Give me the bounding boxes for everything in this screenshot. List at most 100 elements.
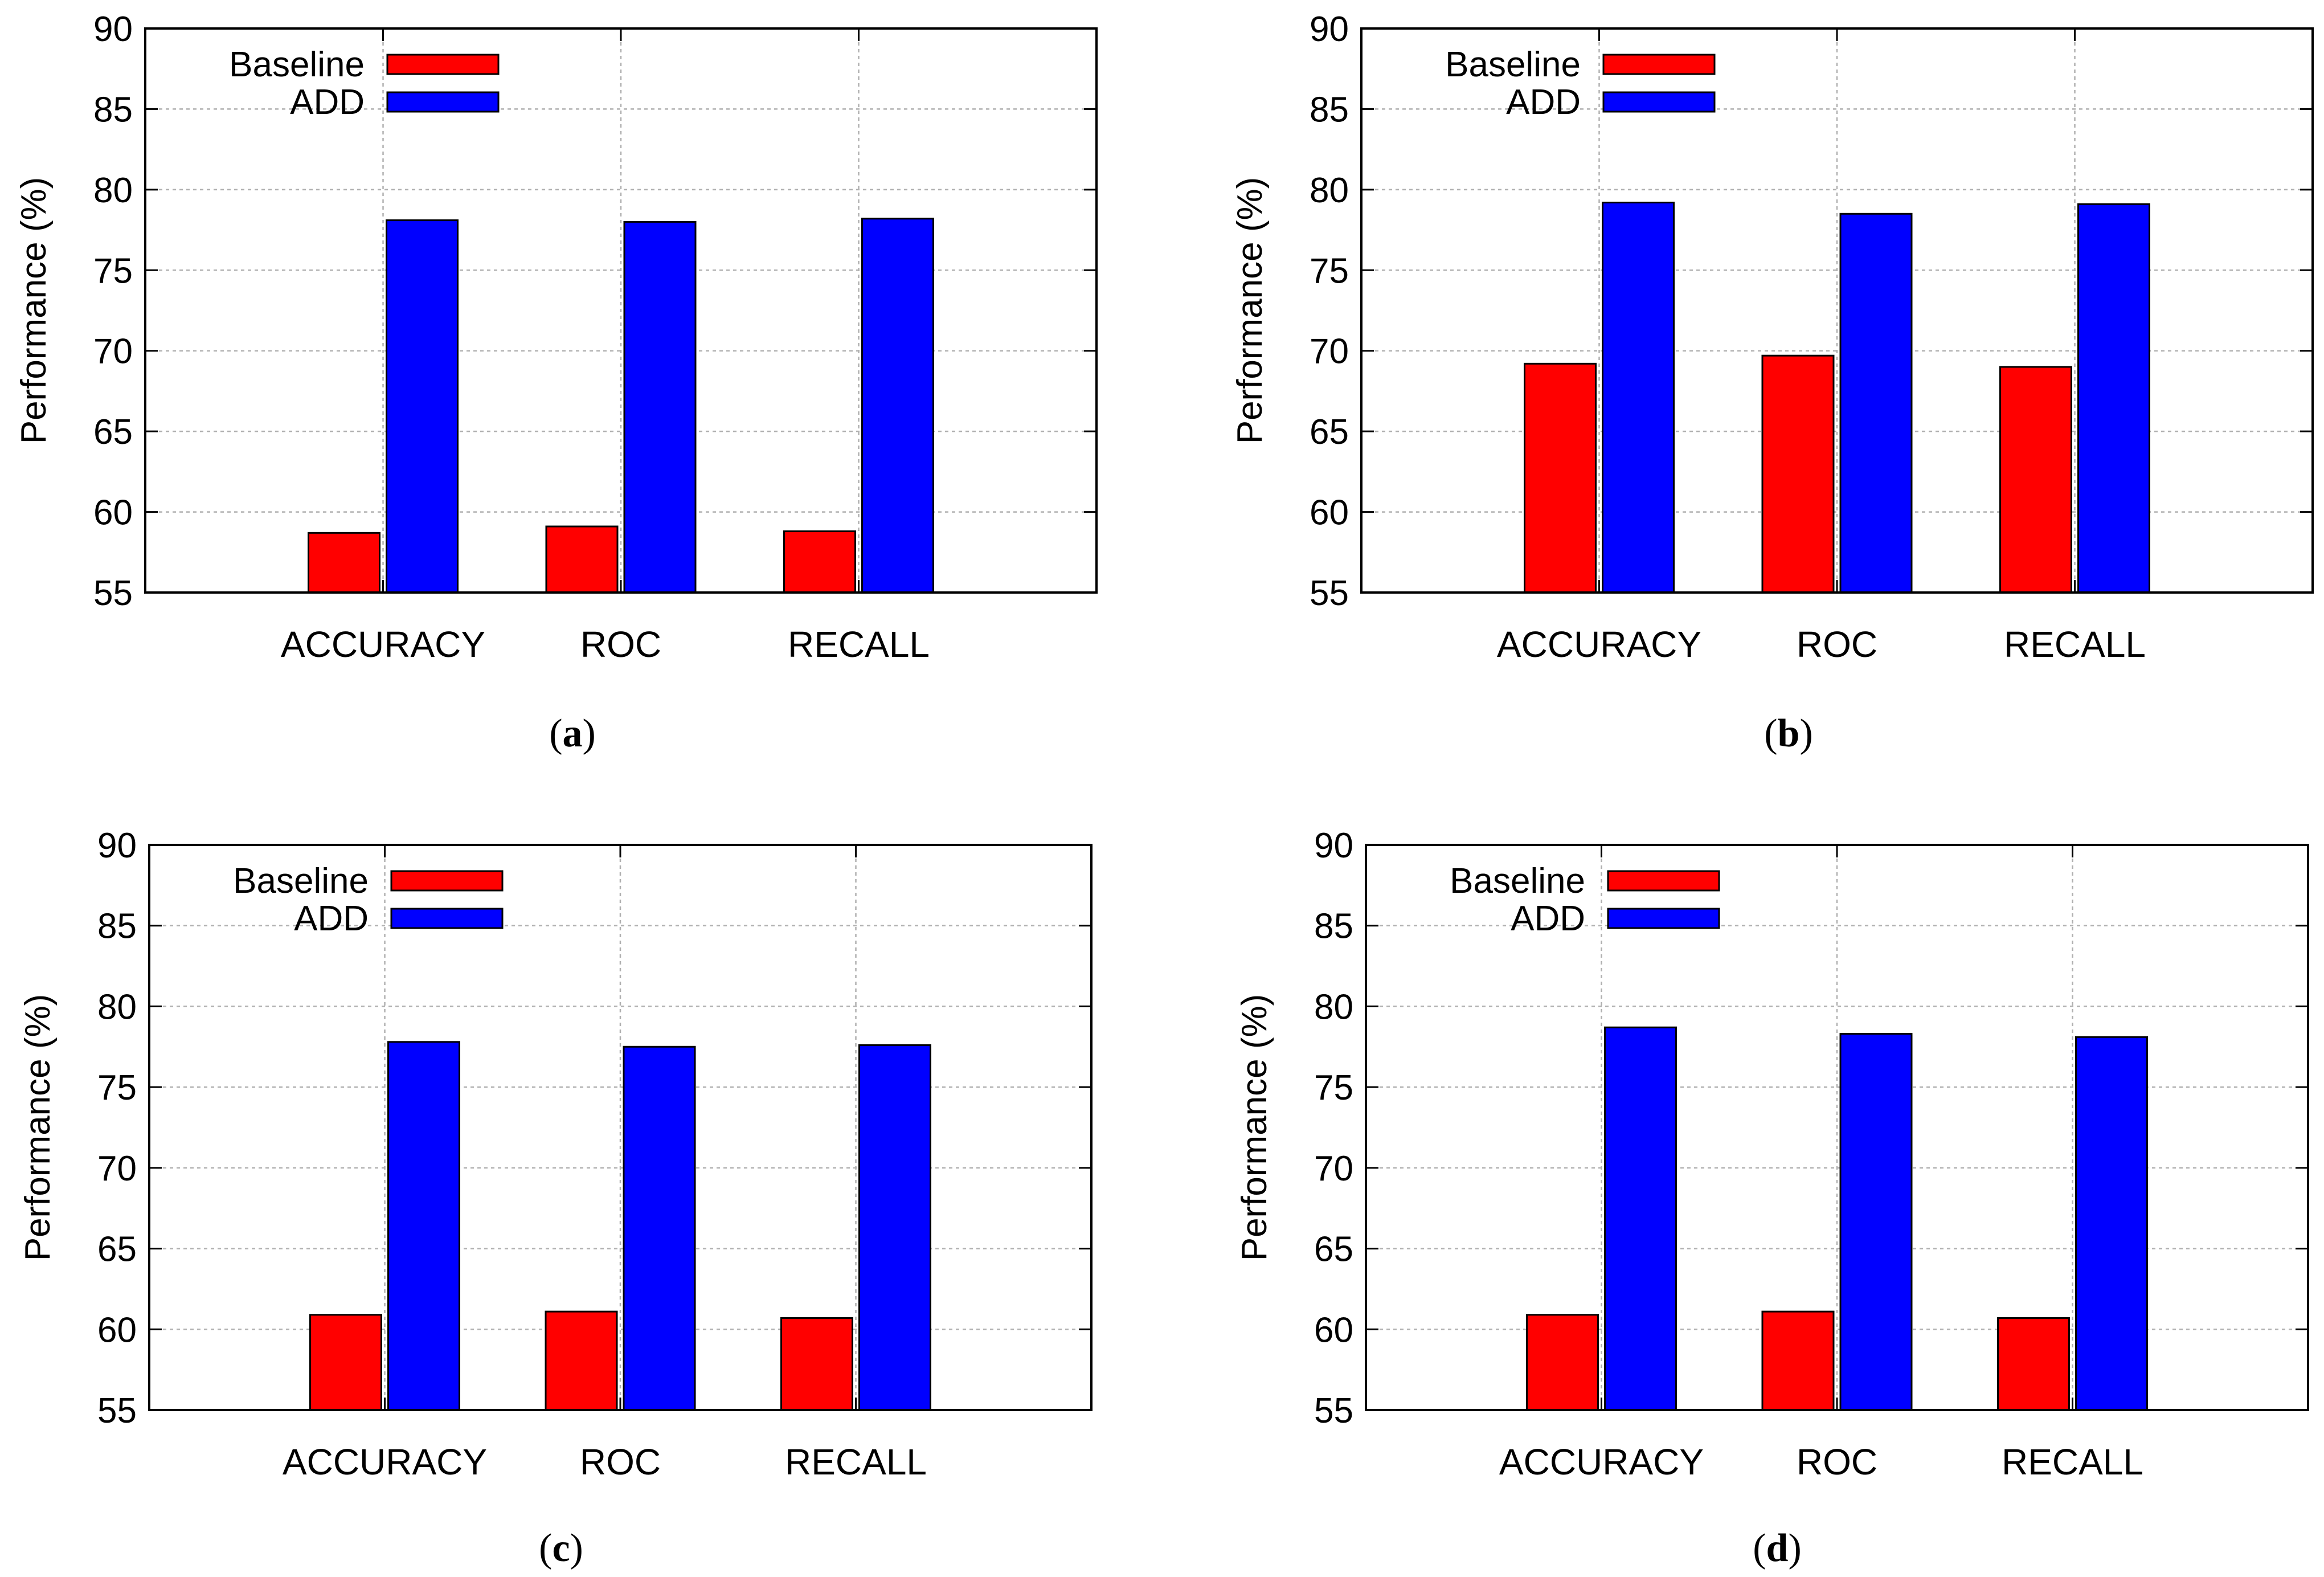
y-tick-label: 60 — [97, 1310, 137, 1350]
x-tick-label-roc: ROC — [1797, 624, 1877, 665]
bar-baseline-accuracy — [1526, 1314, 1599, 1411]
y-axis-label: Performance (%) — [14, 177, 54, 444]
legend-label-add: ADD — [1506, 83, 1581, 122]
y-tick-label: 65 — [93, 412, 133, 452]
panel-caption-letter: d — [1766, 1526, 1789, 1570]
x-tick-label-accuracy: ACCURACY — [283, 1441, 487, 1482]
y-tick-label: 90 — [1314, 826, 1353, 865]
x-tick-label-accuracy: ACCURACY — [1497, 624, 1701, 665]
y-tick-label: 55 — [1314, 1391, 1353, 1431]
y-tick-label: 85 — [97, 907, 137, 946]
y-tick-label: 80 — [1310, 171, 1349, 210]
bar-add-accuracy — [386, 219, 459, 594]
legend-swatch-add — [386, 91, 500, 113]
bar-baseline-roc — [1761, 1310, 1835, 1411]
x-tick-label-roc: ROC — [1797, 1441, 1877, 1482]
bar-baseline-recall — [783, 530, 856, 594]
y-tick-label: 65 — [1314, 1230, 1353, 1269]
x-tick-label-recall: RECALL — [788, 624, 930, 665]
y-tick-label: 80 — [93, 171, 133, 210]
bar-baseline-recall — [1999, 366, 2072, 594]
y-tick-label: 60 — [93, 493, 133, 533]
y-tick-label: 90 — [97, 826, 137, 865]
bar-baseline-recall — [780, 1317, 853, 1411]
bar-baseline-accuracy — [1524, 362, 1597, 594]
y-tick-label: 75 — [97, 1068, 137, 1108]
legend-label-add: ADD — [1511, 899, 1585, 938]
y-tick-label: 80 — [97, 987, 137, 1027]
y-tick-label: 65 — [97, 1230, 137, 1269]
y-axis-label: Performance (%) — [1235, 994, 1274, 1261]
panel-caption-letter: c — [552, 1526, 570, 1570]
bar-add-recall — [858, 1044, 931, 1411]
x-tick-label-recall: RECALL — [785, 1441, 927, 1482]
chart-panel-c: 55 60 65 70 75 80 85 90 ACCURACY ROC RECALL Perform… — [18, 826, 1093, 1570]
legend-swatch-add — [390, 908, 504, 929]
panel-caption: (b) — [1764, 712, 1813, 755]
y-tick-label: 70 — [1310, 332, 1349, 371]
panel-caption-letter: a — [563, 712, 583, 755]
bar-add-roc — [1839, 213, 1913, 594]
y-tick-label: 85 — [1314, 907, 1353, 946]
y-tick-label: 80 — [1314, 987, 1353, 1027]
bar-add-recall — [2075, 1036, 2148, 1411]
y-tick-label: 70 — [97, 1149, 137, 1188]
legend-label-baseline: Baseline — [1445, 45, 1581, 84]
legend-swatch-add — [1607, 908, 1720, 929]
y-tick-label: 55 — [1310, 574, 1349, 613]
legend-swatch-add — [1602, 91, 1716, 113]
y-tick-label: 60 — [1310, 493, 1349, 533]
y-tick-label: 85 — [1310, 90, 1349, 129]
y-tick-label: 55 — [93, 574, 133, 613]
y-axis-label: Performance (%) — [1230, 177, 1270, 444]
x-tick-label-recall: RECALL — [2002, 1441, 2143, 1482]
y-tick-label: 75 — [1314, 1068, 1353, 1108]
y-axis-label: Performance (%) — [18, 994, 58, 1261]
y-tick-label: 60 — [1314, 1310, 1353, 1350]
bar-add-accuracy — [387, 1041, 460, 1411]
bar-baseline-accuracy — [308, 532, 380, 594]
legend-label-baseline: Baseline — [233, 861, 369, 901]
legend-swatch-baseline — [386, 54, 500, 75]
legend-label-add: ADD — [294, 899, 369, 938]
legend-swatch-baseline — [390, 870, 504, 892]
legend-swatch-baseline — [1607, 870, 1720, 892]
panel-caption: (d) — [1753, 1526, 1802, 1570]
x-tick-label-roc: ROC — [580, 624, 661, 665]
y-tick-label: 65 — [1310, 412, 1349, 452]
bar-baseline-accuracy — [309, 1314, 382, 1411]
y-tick-label: 90 — [93, 10, 133, 49]
bar-add-roc — [623, 220, 697, 594]
y-tick-label: 90 — [1310, 10, 1349, 49]
bar-baseline-recall — [1997, 1317, 2070, 1411]
chart-panel-a: 55 60 65 70 75 80 85 90 ACCURACY ROC RECALL Perform… — [14, 10, 1098, 755]
legend-label-baseline: Baseline — [229, 45, 365, 84]
chart-panel-d: 55 60 65 70 75 80 85 90 ACCURACY ROC RECALL Perform… — [1235, 826, 2309, 1570]
x-tick-label-accuracy: ACCURACY — [281, 624, 485, 665]
y-tick-label: 55 — [97, 1391, 137, 1431]
chart-panel-b: 55 60 65 70 75 80 85 90 ACCURACY ROC RECALL Perform… — [1230, 10, 2314, 755]
legend-swatch-baseline — [1602, 54, 1716, 75]
bar-add-accuracy — [1602, 201, 1675, 594]
legend-label-baseline: Baseline — [1450, 861, 1585, 901]
bar-add-accuracy — [1604, 1026, 1677, 1411]
legend-label-add: ADD — [290, 83, 365, 122]
bar-add-roc — [1839, 1033, 1913, 1411]
bar-baseline-roc — [1761, 354, 1835, 594]
bar-add-roc — [623, 1045, 696, 1411]
bar-add-recall — [2077, 203, 2150, 594]
bar-baseline-roc — [545, 1310, 618, 1411]
panel-caption: (c) — [539, 1526, 583, 1570]
y-tick-label: 75 — [93, 251, 133, 291]
panel-caption-letter: b — [1778, 712, 1800, 755]
bar-add-recall — [861, 218, 934, 594]
panel-caption: (a) — [549, 712, 596, 755]
y-tick-label: 85 — [93, 90, 133, 129]
bar-baseline-roc — [545, 525, 619, 594]
y-tick-label: 75 — [1310, 251, 1349, 291]
x-tick-label-roc: ROC — [580, 1441, 661, 1482]
y-tick-label: 70 — [1314, 1149, 1353, 1188]
y-tick-label: 70 — [93, 332, 133, 371]
